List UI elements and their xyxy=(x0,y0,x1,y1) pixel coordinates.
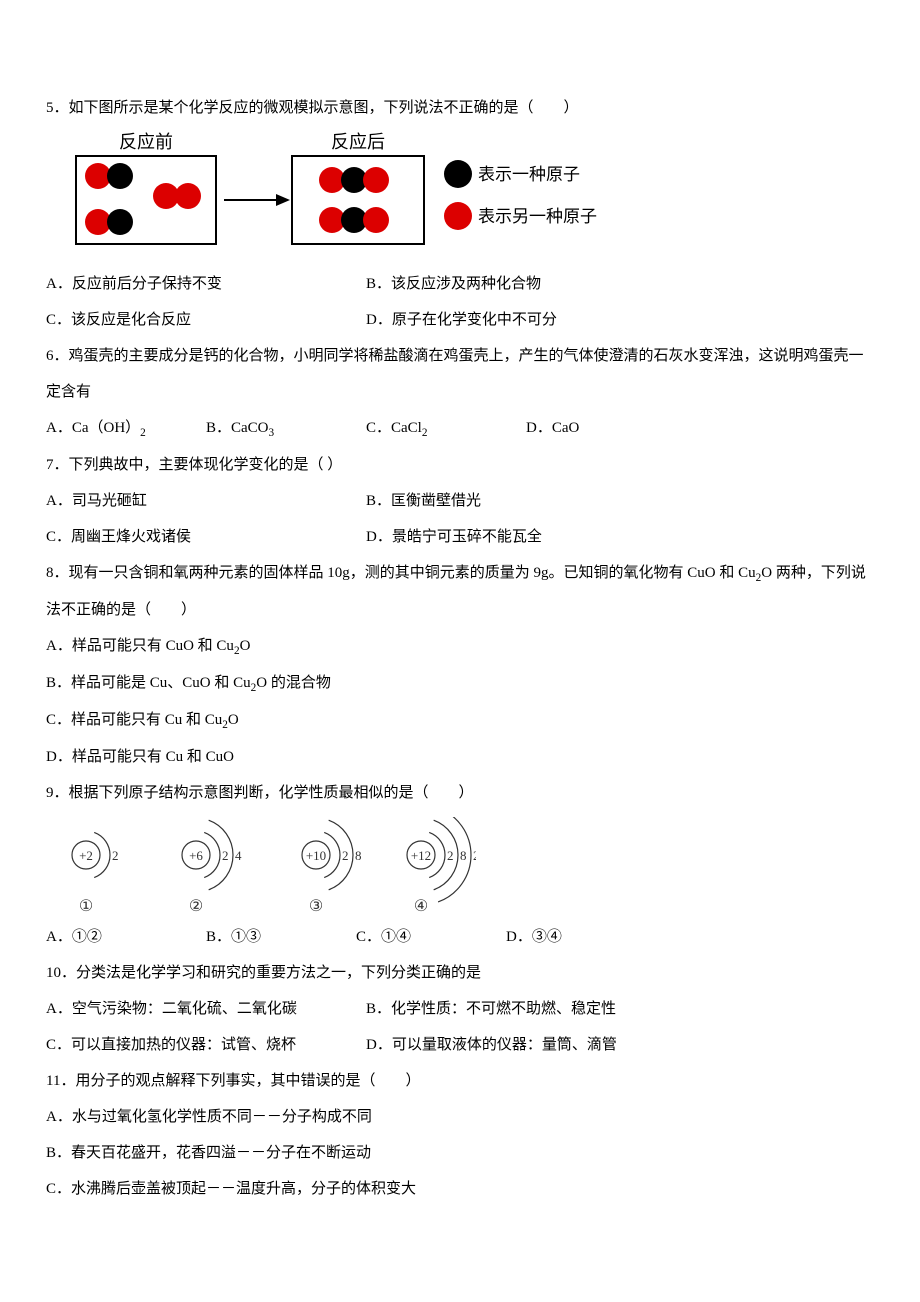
q9-diagram: +22①+624②+1028③+12282④ xyxy=(46,817,874,917)
q11-opt-c: C．水沸腾后壶盖被顶起－－温度升高，分子的体积变大 xyxy=(46,1171,874,1207)
q5-after-label: 反应后 xyxy=(331,132,385,152)
svg-text:+10: +10 xyxy=(306,848,326,863)
q7-opt-c: C．周幽王烽火戏诸侯 xyxy=(46,519,366,555)
q7-stem: 7．下列典故中，主要体现化学变化的是（ ） xyxy=(46,447,874,483)
svg-text:2: 2 xyxy=(473,848,476,863)
q7-opt-a: A．司马光砸缸 xyxy=(46,483,366,519)
q9-opt-c: C．①④ xyxy=(356,919,506,955)
svg-text:2: 2 xyxy=(222,848,229,863)
q5-legend2: 表示另一种原子 xyxy=(478,207,597,226)
q5-opt-a: A．反应前后分子保持不变 xyxy=(46,266,366,302)
svg-text:2: 2 xyxy=(447,848,454,863)
q7-opt-b: B．匡衡凿壁借光 xyxy=(366,483,686,519)
q6-opt-b: B．CaCO3 xyxy=(206,410,366,447)
svg-text:8: 8 xyxy=(460,848,467,863)
svg-text:2: 2 xyxy=(112,848,119,863)
q6-opt-d: D．CaO xyxy=(526,410,686,447)
q5-diagram: 反应前 反应后 表示一种原子 表示另一种原子 xyxy=(46,130,874,260)
svg-text:①: ① xyxy=(79,898,93,915)
q5-opt-d: D．原子在化学变化中不可分 xyxy=(366,302,686,338)
q5-stem: 5．如下图所示是某个化学反应的微观模拟示意图，下列说法不正确的是（ ） xyxy=(46,90,874,126)
q5-opt-c: C．该反应是化合反应 xyxy=(46,302,366,338)
q5-opt-b: B．该反应涉及两种化合物 xyxy=(366,266,686,302)
q10-opt-d: D．可以量取液体的仪器：量筒、滴管 xyxy=(366,1027,617,1063)
q10-opt-b: B．化学性质：不可燃不助燃、稳定性 xyxy=(366,991,616,1027)
q8-stem: 8．现有一只含铜和氧两种元素的固体样品 10g，测的其中铜元素的质量为 9g。已… xyxy=(46,555,874,628)
q6-opt-a: A．Ca（OH）2 xyxy=(46,410,206,447)
q11-opt-b: B．春天百花盛开，花香四溢－－分子在不断运动 xyxy=(46,1135,874,1171)
q9-opt-a: A．①② xyxy=(46,919,206,955)
q6-opt-c: C．CaCl2 xyxy=(366,410,526,447)
q8-opt-c: C．样品可能只有 Cu 和 Cu2O xyxy=(46,702,874,739)
svg-text:+12: +12 xyxy=(411,848,431,863)
q9-opt-b: B．①③ xyxy=(206,919,356,955)
q10-opt-c: C．可以直接加热的仪器：试管、烧杯 xyxy=(46,1027,346,1063)
q10-stem: 10．分类法是化学学习和研究的重要方法之一，下列分类正确的是 xyxy=(46,955,874,991)
q5-before-label: 反应前 xyxy=(119,132,173,152)
svg-text:④: ④ xyxy=(414,898,428,915)
svg-text:+6: +6 xyxy=(189,848,203,863)
q6-stem: 6．鸡蛋壳的主要成分是钙的化合物，小明同学将稀盐酸滴在鸡蛋壳上，产生的气体使澄清… xyxy=(46,338,874,410)
svg-text:2: 2 xyxy=(342,848,349,863)
q10-opt-a: A．空气污染物：二氧化硫、二氧化碳 xyxy=(46,991,346,1027)
svg-text:4: 4 xyxy=(235,848,242,863)
q9-stem: 9．根据下列原子结构示意图判断，化学性质最相似的是（ ） xyxy=(46,775,874,811)
svg-text:+2: +2 xyxy=(79,848,93,863)
svg-text:③: ③ xyxy=(309,898,323,915)
q8-opt-d: D．样品可能只有 Cu 和 CuO xyxy=(46,739,874,775)
q11-stem: 11．用分子的观点解释下列事实，其中错误的是（ ） xyxy=(46,1063,874,1099)
q9-opt-d: D．③④ xyxy=(506,919,656,955)
q8-opt-a: A．样品可能只有 CuO 和 Cu2O xyxy=(46,628,874,665)
q11-opt-a: A．水与过氧化氢化学性质不同－－分子构成不同 xyxy=(46,1099,874,1135)
q5-legend1: 表示一种原子 xyxy=(478,165,580,184)
svg-text:②: ② xyxy=(189,898,203,915)
svg-text:8: 8 xyxy=(355,848,362,863)
q7-opt-d: D．景皓宁可玉碎不能瓦全 xyxy=(366,519,686,555)
q8-opt-b: B．样品可能是 Cu、CuO 和 Cu2O 的混合物 xyxy=(46,665,874,702)
